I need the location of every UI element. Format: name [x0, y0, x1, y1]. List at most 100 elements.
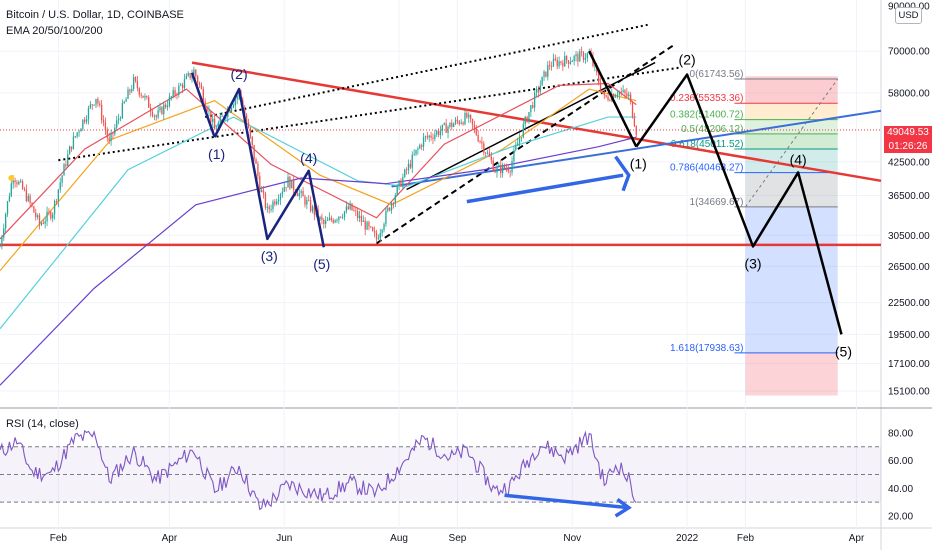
candle-body — [106, 130, 108, 138]
candle-body — [477, 134, 479, 142]
candle-body — [426, 136, 428, 138]
candle-body — [362, 220, 364, 222]
blue-wave-label: (4) — [300, 150, 317, 166]
candle-body — [249, 127, 252, 137]
candle-body — [398, 180, 400, 186]
candle-body — [545, 71, 547, 77]
candle-body — [377, 238, 380, 240]
candle-body — [110, 133, 112, 142]
candle-body — [554, 58, 556, 61]
candle-body — [330, 217, 332, 221]
candle-body — [78, 131, 80, 133]
fib-zone — [745, 119, 838, 134]
blue-wave-label: (3) — [261, 248, 278, 264]
candle-body — [262, 190, 265, 194]
descending-trendline — [191, 61, 882, 183]
candle-body — [59, 182, 61, 190]
candle-body — [245, 115, 248, 123]
candle-body — [341, 217, 344, 218]
rsi-tick-label: 60.00 — [888, 456, 913, 467]
candle-body — [581, 51, 583, 53]
candle-body — [148, 97, 150, 108]
candle-body — [25, 189, 28, 201]
candle-body — [108, 137, 110, 142]
candle-body — [443, 123, 445, 125]
candle-body — [628, 94, 630, 97]
candle-body — [488, 152, 491, 157]
fib-zone — [745, 133, 838, 150]
candle-body — [321, 216, 323, 220]
candle-body — [261, 190, 263, 192]
y-tick-label: 42500.00 — [888, 157, 930, 168]
currency-button[interactable]: USD — [895, 7, 922, 24]
fib-zone — [745, 149, 838, 173]
candle-body — [353, 210, 355, 212]
x-tick-label: Feb — [50, 533, 68, 544]
black-wave-start — [588, 50, 638, 148]
symbol-title: Bitcoin / U.S. Dollar, 1D, COINBASE — [6, 9, 184, 21]
x-tick-label: Feb — [737, 533, 755, 544]
y-tick-label: 15100.00 — [888, 387, 930, 398]
ema-line — [0, 82, 637, 240]
y-tick-label: 30500.00 — [888, 231, 930, 242]
x-tick-label: Nov — [563, 533, 581, 544]
candle-body — [38, 215, 41, 225]
candle-body — [208, 110, 210, 112]
candle-body — [618, 91, 620, 95]
candle-body — [93, 104, 95, 106]
candle-body — [599, 82, 602, 91]
x-tick-label: Apr — [849, 533, 865, 544]
ema-line — [0, 136, 637, 386]
candle-body — [129, 89, 131, 92]
candle-body — [311, 206, 314, 212]
candle-body — [541, 76, 543, 86]
candle-body — [206, 106, 208, 112]
candle-body — [460, 122, 462, 124]
candle-body — [70, 146, 73, 149]
candle-body — [247, 122, 250, 128]
candle-body — [12, 180, 14, 184]
candle-body — [421, 145, 423, 147]
candle-body — [89, 104, 92, 108]
candle-body — [343, 211, 346, 218]
candle-body — [210, 110, 212, 122]
candle-body — [313, 206, 316, 216]
candle-body — [48, 211, 50, 213]
candle-body — [498, 164, 500, 167]
candle-body — [515, 145, 517, 151]
candle-body — [543, 71, 545, 77]
candle-body — [373, 230, 376, 233]
countdown-tag: 01:26:26 — [884, 140, 932, 153]
y-tick-label: 19500.00 — [888, 330, 930, 341]
fib-zone — [745, 172, 838, 207]
candle-body — [270, 209, 272, 210]
candle-body — [358, 215, 361, 218]
candle-body — [123, 101, 125, 104]
candle-body — [584, 57, 587, 60]
ema-line — [0, 88, 637, 272]
candle-body — [437, 131, 440, 136]
candle-body — [485, 152, 487, 154]
rsi-divergence-arrowhead — [614, 497, 632, 518]
candle-body — [230, 107, 233, 112]
indicator-legend: EMA 20/50/100/200 — [6, 25, 103, 37]
candle-body — [0, 246, 1, 248]
candle-body — [20, 181, 22, 183]
candle-body — [212, 118, 214, 122]
candle-body — [569, 61, 572, 64]
candle-body — [155, 115, 157, 118]
candle-body — [257, 163, 259, 177]
blue-wave-label: (2) — [231, 66, 248, 82]
candle-body — [140, 94, 142, 96]
candle-body — [40, 223, 43, 225]
candle-body — [509, 171, 511, 173]
candle-body — [577, 54, 579, 62]
candle-body — [475, 127, 477, 135]
candle-body — [430, 135, 432, 138]
candle-body — [127, 89, 129, 99]
candle-body — [609, 100, 611, 101]
candle-body — [419, 145, 421, 149]
candle-body — [451, 122, 453, 127]
candle-body — [622, 90, 624, 92]
